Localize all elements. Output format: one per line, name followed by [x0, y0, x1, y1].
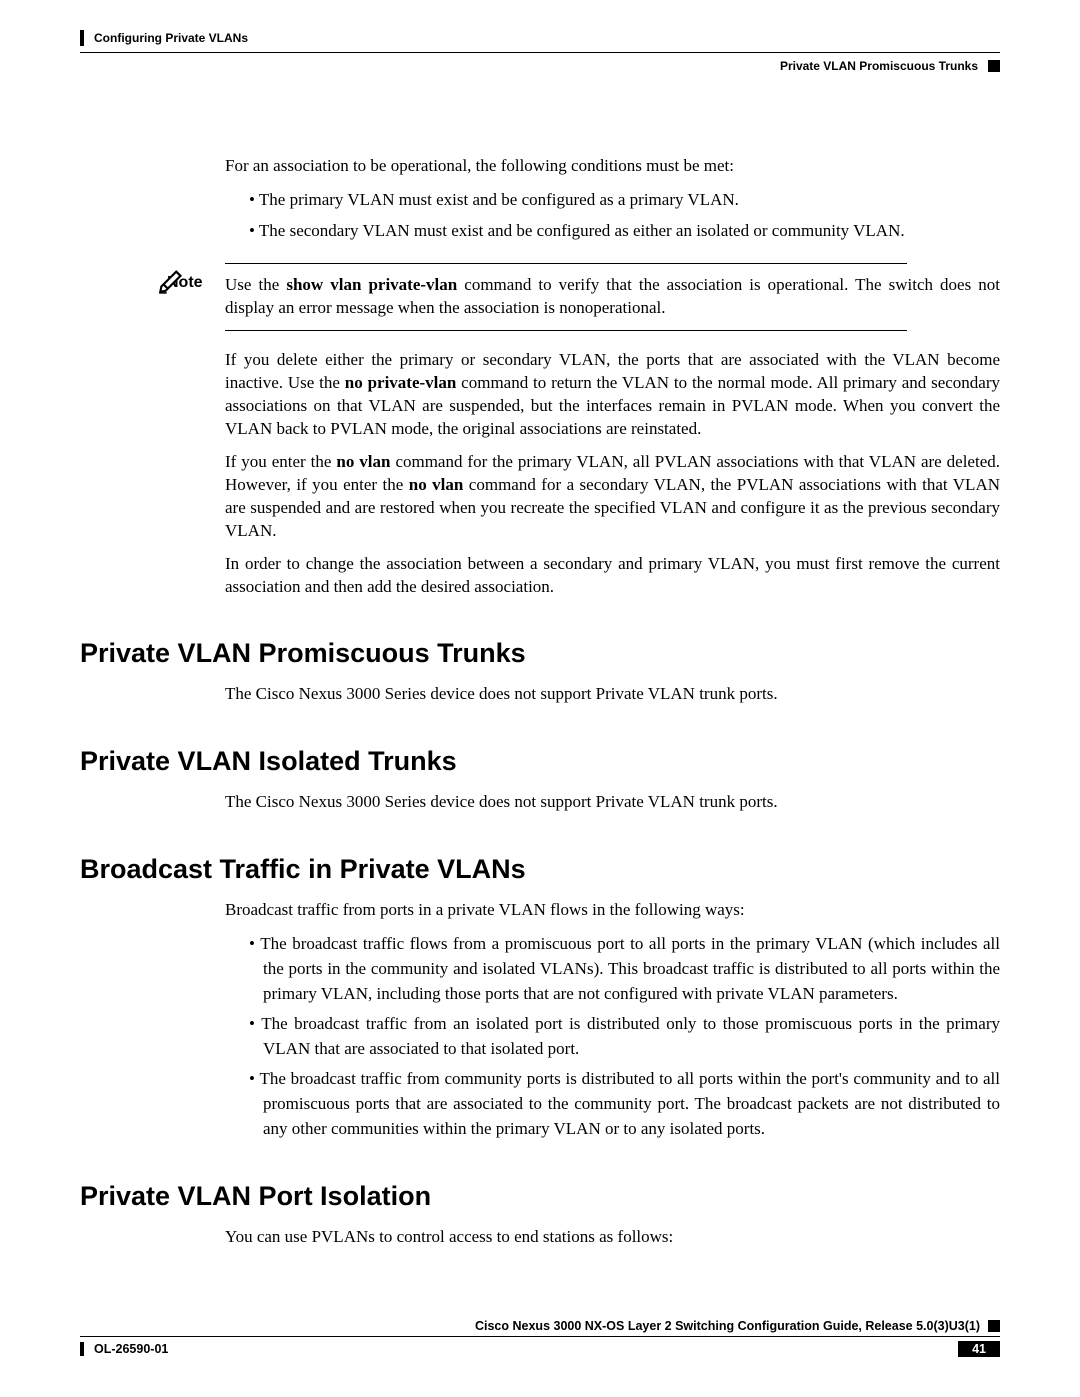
paragraph-change-assoc: In order to change the association betwe…: [225, 553, 1000, 599]
note-command: show vlan private-vlan: [286, 275, 457, 294]
broadcast-intro: Broadcast traffic from ports in a privat…: [225, 899, 1000, 922]
footer-square-icon: [988, 1320, 1000, 1332]
page-footer: Cisco Nexus 3000 NX-OS Layer 2 Switching…: [80, 1319, 1000, 1357]
footer-doc-id: OL-26590-01: [80, 1342, 168, 1356]
page: Configuring Private VLANs Private VLAN P…: [0, 0, 1080, 1397]
note-block: Note Use the show vlan private-vlan comm…: [225, 263, 1000, 331]
port-isolation-body: You can use PVLANs to control access to …: [225, 1226, 1000, 1249]
note-rule-top: [225, 263, 907, 264]
list-item: The broadcast traffic from community por…: [249, 1067, 1000, 1141]
isolated-body: The Cisco Nexus 3000 Series device does …: [225, 791, 1000, 814]
intro-paragraph: For an association to be operational, th…: [225, 155, 1000, 178]
heading-isolated-trunks: Private VLAN Isolated Trunks: [80, 746, 1000, 777]
header-chapter: Configuring Private VLANs: [94, 31, 248, 45]
note-pre: Use the: [225, 275, 286, 294]
note-pencil-icon: [155, 261, 189, 295]
header-rule: [80, 52, 1000, 53]
list-item: The primary VLAN must exist and be confi…: [249, 188, 1000, 213]
command: no vlan: [336, 452, 390, 471]
note-text: Use the show vlan private-vlan command t…: [225, 274, 1000, 320]
footer-bar-icon: [80, 1342, 84, 1356]
paragraph-no-vlan: If you enter the no vlan command for the…: [225, 451, 1000, 543]
list-item: The secondary VLAN must exist and be con…: [249, 219, 1000, 244]
heading-broadcast: Broadcast Traffic in Private VLANs: [80, 854, 1000, 885]
footer-doc-text: OL-26590-01: [94, 1342, 168, 1356]
heading-port-isolation: Private VLAN Port Isolation: [80, 1181, 1000, 1212]
broadcast-bullets: The broadcast traffic flows from a promi…: [249, 932, 1000, 1141]
header-square-icon: [988, 60, 1000, 72]
content-column: For an association to be operational, th…: [225, 155, 1000, 598]
header-section: Private VLAN Promiscuous Trunks: [780, 59, 978, 73]
paragraph-delete-vlan: If you delete either the primary or seco…: [225, 349, 1000, 441]
header-left: Configuring Private VLANs: [80, 30, 248, 46]
note-rule-bottom: [225, 330, 907, 331]
footer-rule: [80, 1336, 1000, 1337]
command: no vlan: [409, 475, 464, 494]
footer-guide-title: Cisco Nexus 3000 NX-OS Layer 2 Switching…: [475, 1319, 980, 1333]
command: no private-vlan: [345, 373, 457, 392]
list-item: The broadcast traffic flows from a promi…: [249, 932, 1000, 1006]
intro-bullets: The primary VLAN must exist and be confi…: [249, 188, 1000, 243]
text: If you enter the: [225, 452, 336, 471]
running-header: Configuring Private VLANs: [80, 30, 1000, 46]
list-item: The broadcast traffic from an isolated p…: [249, 1012, 1000, 1061]
heading-promiscuous-trunks: Private VLAN Promiscuous Trunks: [80, 638, 1000, 669]
page-number: 41: [958, 1341, 1000, 1357]
header-bar-icon: [80, 30, 84, 46]
promiscuous-body: The Cisco Nexus 3000 Series device does …: [225, 683, 1000, 706]
